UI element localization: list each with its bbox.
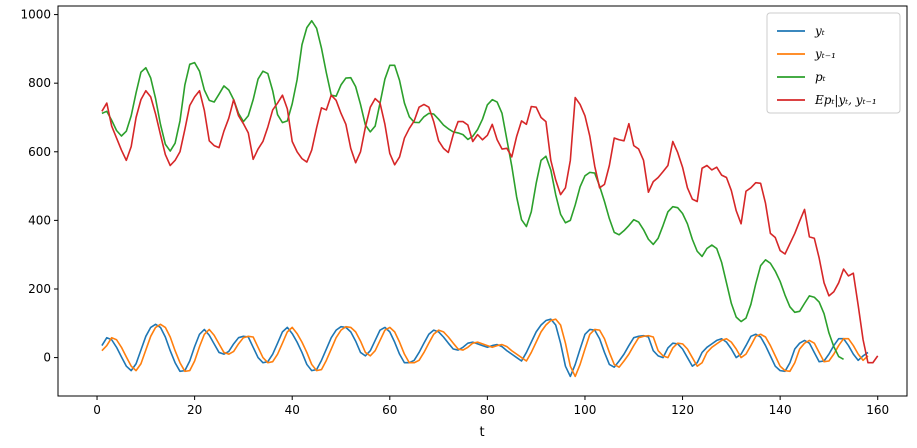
legend-label-3: pₜ xyxy=(815,70,826,84)
plot-frame xyxy=(57,5,908,397)
series-layer xyxy=(101,19,879,378)
y-tick-label: 600 xyxy=(28,145,51,159)
x-tick-label: 120 xyxy=(671,403,694,417)
legend-label-4: Epₜ|yₜ, yₜ₋₁ xyxy=(814,93,877,107)
legend: yₜ yₜ₋₁ pₜ Epₜ|yₜ, yₜ₋₁ xyxy=(766,12,901,114)
legend-label-1: yₜ xyxy=(814,24,825,38)
x-tick-label: 20 xyxy=(187,403,202,417)
x-tick-label: 80 xyxy=(480,403,495,417)
y-tick-label: 0 xyxy=(43,351,51,365)
y-tick-label: 400 xyxy=(28,213,51,227)
y-tick-label: 1000 xyxy=(20,8,51,22)
legend-frame xyxy=(766,12,901,114)
x-tick-label: 140 xyxy=(769,403,792,417)
y-tick-label: 800 xyxy=(28,76,51,90)
y-tick-label: 200 xyxy=(28,282,51,296)
x-tick-label: 160 xyxy=(866,403,889,417)
tick-layer: 0 20 40 60 80 100 120 140 160 0 200 400 600 800 1000 xyxy=(20,8,889,417)
legend-label-2: yₜ₋₁ xyxy=(814,47,836,61)
x-axis-title: t xyxy=(479,425,484,440)
x-tick-label: 100 xyxy=(574,403,597,417)
series-line-2 xyxy=(101,318,869,378)
x-tick-label: 40 xyxy=(285,403,300,417)
x-tick-label: 0 xyxy=(93,403,101,417)
x-tick-label: 60 xyxy=(382,403,397,417)
series-line-3 xyxy=(101,19,844,360)
series-line-4 xyxy=(101,89,879,364)
